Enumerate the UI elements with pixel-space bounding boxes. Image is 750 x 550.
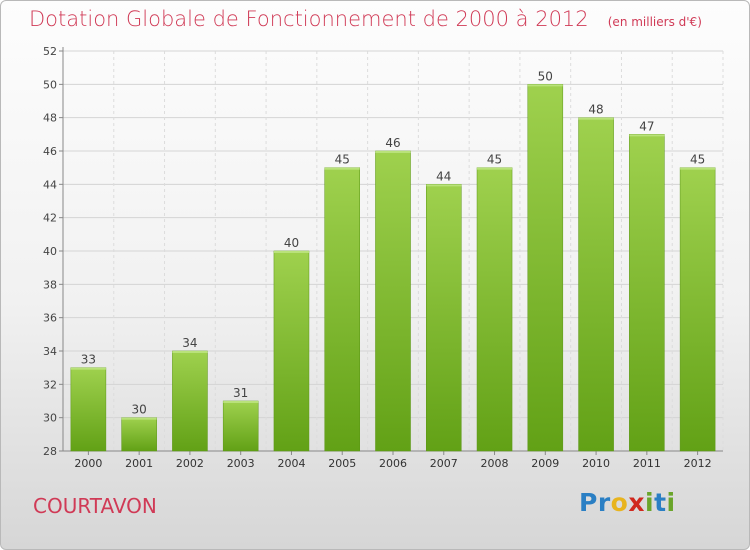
bar-value-label: 40 <box>284 236 299 250</box>
x-tick-label: 2007 <box>430 457 458 470</box>
y-tick-label: 32 <box>43 378 57 391</box>
y-tick-label: 28 <box>43 445 57 458</box>
bars <box>70 84 716 452</box>
bar-value-label: 47 <box>639 119 654 133</box>
bar <box>172 350 208 452</box>
x-tick-label: 2005 <box>328 457 356 470</box>
y-tick-label: 36 <box>43 312 57 325</box>
bar <box>578 117 614 452</box>
bar <box>375 150 411 452</box>
bar-value-label: 45 <box>690 153 705 167</box>
bar-value-label: 33 <box>81 353 96 367</box>
bar <box>121 417 157 452</box>
logo-letter: P <box>579 488 598 517</box>
bar-highlight <box>70 367 106 370</box>
bar-highlight <box>223 401 259 403</box>
bar-value-label: 46 <box>385 136 400 150</box>
logo-letter: r <box>597 488 611 517</box>
bar <box>70 367 107 452</box>
x-tick-label: 2009 <box>531 457 559 470</box>
bar-value-label: 48 <box>588 103 603 117</box>
bar <box>476 167 513 452</box>
bar-value-label: 45 <box>335 153 350 167</box>
logo-letter: t <box>654 488 667 517</box>
bar-highlight <box>375 151 411 153</box>
logo-letter: o <box>610 488 629 517</box>
x-tick-label: 2011 <box>633 457 661 470</box>
x-tick-label: 2008 <box>481 457 509 470</box>
y-tick-label: 44 <box>43 178 57 191</box>
commune-name: COURTAVON <box>33 494 157 518</box>
x-tick-label: 2000 <box>74 457 102 470</box>
bar-highlight <box>680 167 716 170</box>
logo-letter: i <box>645 488 655 517</box>
title-row: Dotation Globale de Fonctionnement de 20… <box>29 7 702 31</box>
bar-highlight <box>121 417 157 420</box>
chart-subtitle: (en milliers d'€) <box>607 15 702 29</box>
y-tick-label: 30 <box>43 412 57 425</box>
bar-value-label: 34 <box>182 336 197 350</box>
labels: 28 30 32 34 36 38 40 42 44 46 48 50 52 33 2000 30 2001 34… <box>43 45 712 470</box>
bar <box>222 400 259 452</box>
bar-highlight <box>172 351 208 353</box>
bar-highlight <box>324 167 360 170</box>
bar-value-label: 44 <box>436 169 451 183</box>
bar <box>527 84 564 452</box>
bar-highlight <box>273 251 309 253</box>
bar-value-label: 45 <box>487 153 502 167</box>
y-tick-label: 34 <box>43 345 57 358</box>
bar-value-label: 31 <box>233 386 248 400</box>
bar-highlight <box>629 134 665 137</box>
y-tick-label: 40 <box>43 245 57 258</box>
bar <box>679 167 716 452</box>
y-tick-label: 42 <box>43 212 57 225</box>
bar-value-label: 30 <box>132 403 147 417</box>
y-tick-label: 50 <box>43 78 57 91</box>
logo-letter: i <box>666 488 676 517</box>
bar <box>426 184 462 452</box>
bar-highlight <box>527 84 563 87</box>
y-tick-label: 38 <box>43 278 57 291</box>
logo-letter: x <box>628 488 645 517</box>
x-tick-label: 2001 <box>125 457 153 470</box>
proxiti-logo: Proxiti <box>579 488 676 517</box>
y-tick-label: 48 <box>43 112 57 125</box>
bar-chart: 28 30 32 34 36 38 40 42 44 46 48 50 52 33 2000 30 2001 34… <box>43 45 724 470</box>
x-tick-label: 2010 <box>582 457 610 470</box>
bar <box>324 167 360 452</box>
x-tick-label: 2004 <box>277 457 305 470</box>
bar-value-label: 50 <box>538 69 553 83</box>
bar <box>629 134 665 452</box>
bar-highlight <box>477 167 513 170</box>
y-tick-label: 46 <box>43 145 57 158</box>
x-tick-label: 2012 <box>684 457 712 470</box>
chart-title: Dotation Globale de Fonctionnement de 20… <box>29 7 589 31</box>
x-tick-label: 2003 <box>227 457 255 470</box>
bar <box>273 250 310 452</box>
x-tick-label: 2002 <box>176 457 204 470</box>
bar-highlight <box>426 184 462 187</box>
bar-highlight <box>578 117 614 120</box>
y-tick-label: 52 <box>43 45 57 58</box>
x-tick-label: 2006 <box>379 457 407 470</box>
